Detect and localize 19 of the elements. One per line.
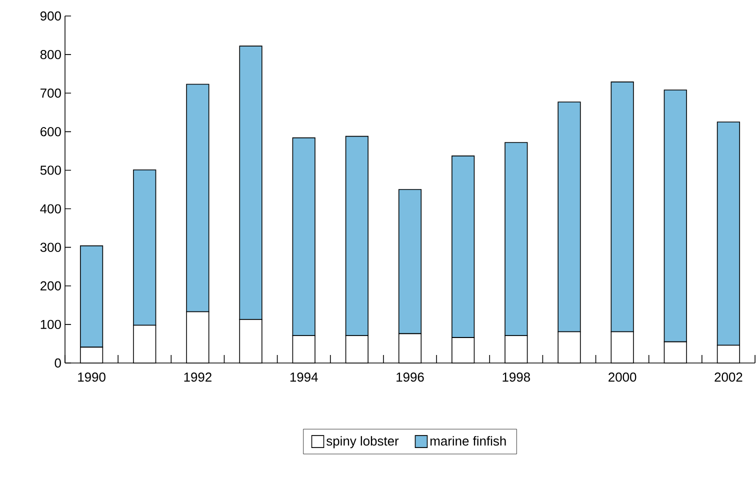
y-tick-label: 500: [40, 166, 61, 175]
y-tick-label: 800: [40, 50, 61, 60]
legend-label: marine finfish: [430, 436, 506, 446]
y-tick-label: 400: [40, 204, 61, 214]
y-tick-label: 100: [40, 320, 61, 330]
x-tick-label: 1994: [290, 372, 318, 382]
x-tick-label: 1998: [502, 372, 530, 382]
y-tick-label: 0: [54, 358, 61, 368]
y-tick-label: 300: [40, 242, 61, 252]
x-tick-label: 2002: [714, 372, 742, 382]
y-tick-label: 900: [40, 11, 61, 21]
x-tick-label: 1996: [396, 372, 424, 382]
legend-label: spiny lobster: [326, 436, 399, 448]
x-tick-label: 1990: [78, 372, 106, 382]
x-tick-label: 1992: [184, 372, 212, 382]
x-tick-label: 2000: [608, 372, 636, 382]
y-tick-label: 600: [40, 127, 61, 136]
y-tick-label: 700: [40, 88, 61, 98]
y-tick-label: 200: [40, 281, 61, 290]
